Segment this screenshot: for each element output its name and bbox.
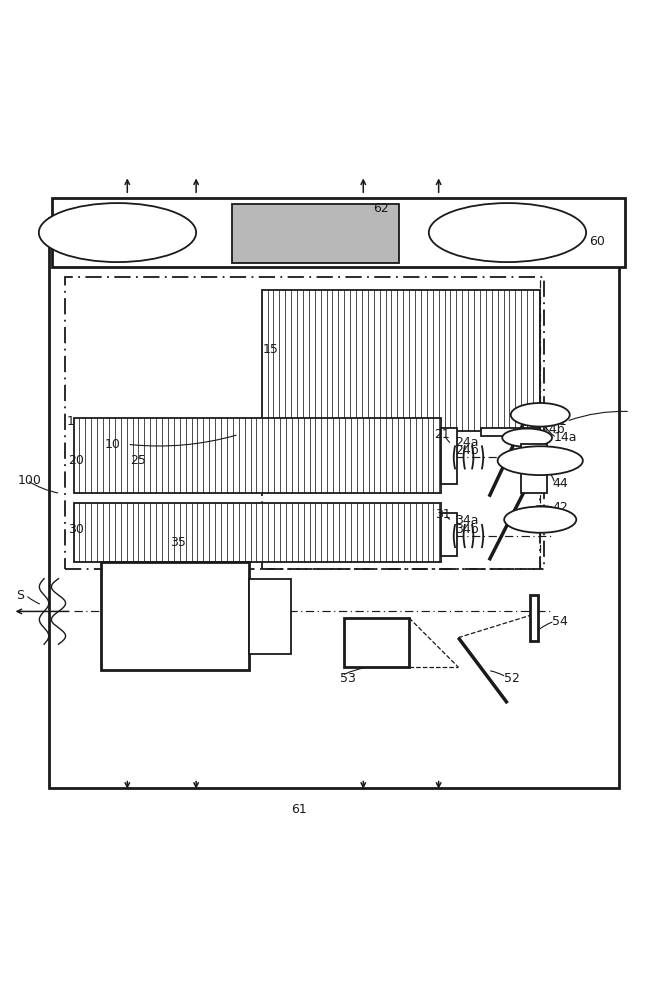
Text: 42: 42: [552, 501, 568, 514]
Ellipse shape: [502, 429, 552, 447]
Text: 24a: 24a: [455, 436, 479, 449]
Ellipse shape: [511, 403, 570, 427]
Text: S: S: [16, 589, 24, 602]
Bar: [101, 562, 249, 670]
Bar: [441, 513, 457, 556]
Text: 61: 61: [292, 803, 307, 816]
Ellipse shape: [429, 203, 586, 262]
Text: 52: 52: [504, 672, 520, 685]
Bar: [262, 425, 540, 569]
Text: 24b: 24b: [455, 444, 479, 457]
Text: 14a: 14a: [553, 431, 577, 444]
Text: 53: 53: [340, 672, 356, 685]
Text: 55: 55: [124, 644, 140, 657]
Bar: [481, 428, 540, 436]
Bar: [65, 277, 543, 569]
Text: 44: 44: [552, 477, 568, 490]
Bar: [232, 204, 399, 263]
Text: 1: 1: [67, 415, 75, 428]
Text: 30: 30: [68, 523, 84, 536]
Text: 14b: 14b: [541, 423, 565, 436]
Bar: [232, 204, 399, 263]
Ellipse shape: [498, 446, 583, 475]
Text: 10: 10: [104, 438, 120, 451]
Text: 34b: 34b: [455, 523, 479, 536]
Text: 63: 63: [54, 235, 69, 248]
Bar: [521, 444, 547, 493]
Text: 25: 25: [131, 454, 147, 467]
Bar: [530, 595, 538, 641]
Text: 41: 41: [552, 457, 568, 470]
Text: 35: 35: [170, 536, 186, 549]
Bar: [441, 428, 457, 484]
Bar: [52, 198, 625, 267]
Text: 31: 31: [436, 508, 451, 521]
Text: 60: 60: [590, 235, 605, 248]
Text: 51: 51: [552, 457, 568, 470]
Text: 100: 100: [17, 474, 41, 487]
Bar: [249, 579, 292, 654]
Text: 20: 20: [68, 454, 84, 467]
Bar: [73, 503, 441, 562]
Text: 43: 43: [552, 514, 568, 527]
Bar: [73, 418, 441, 493]
Text: 15: 15: [262, 343, 278, 356]
Text: 11: 11: [552, 415, 568, 428]
Ellipse shape: [39, 203, 196, 262]
Text: 34a: 34a: [455, 514, 479, 527]
Ellipse shape: [504, 507, 576, 533]
Text: 21: 21: [434, 428, 449, 441]
Text: 54: 54: [552, 615, 568, 628]
Bar: [49, 218, 619, 788]
Text: 62: 62: [373, 202, 389, 215]
Bar: [344, 618, 409, 667]
Bar: [262, 290, 540, 431]
